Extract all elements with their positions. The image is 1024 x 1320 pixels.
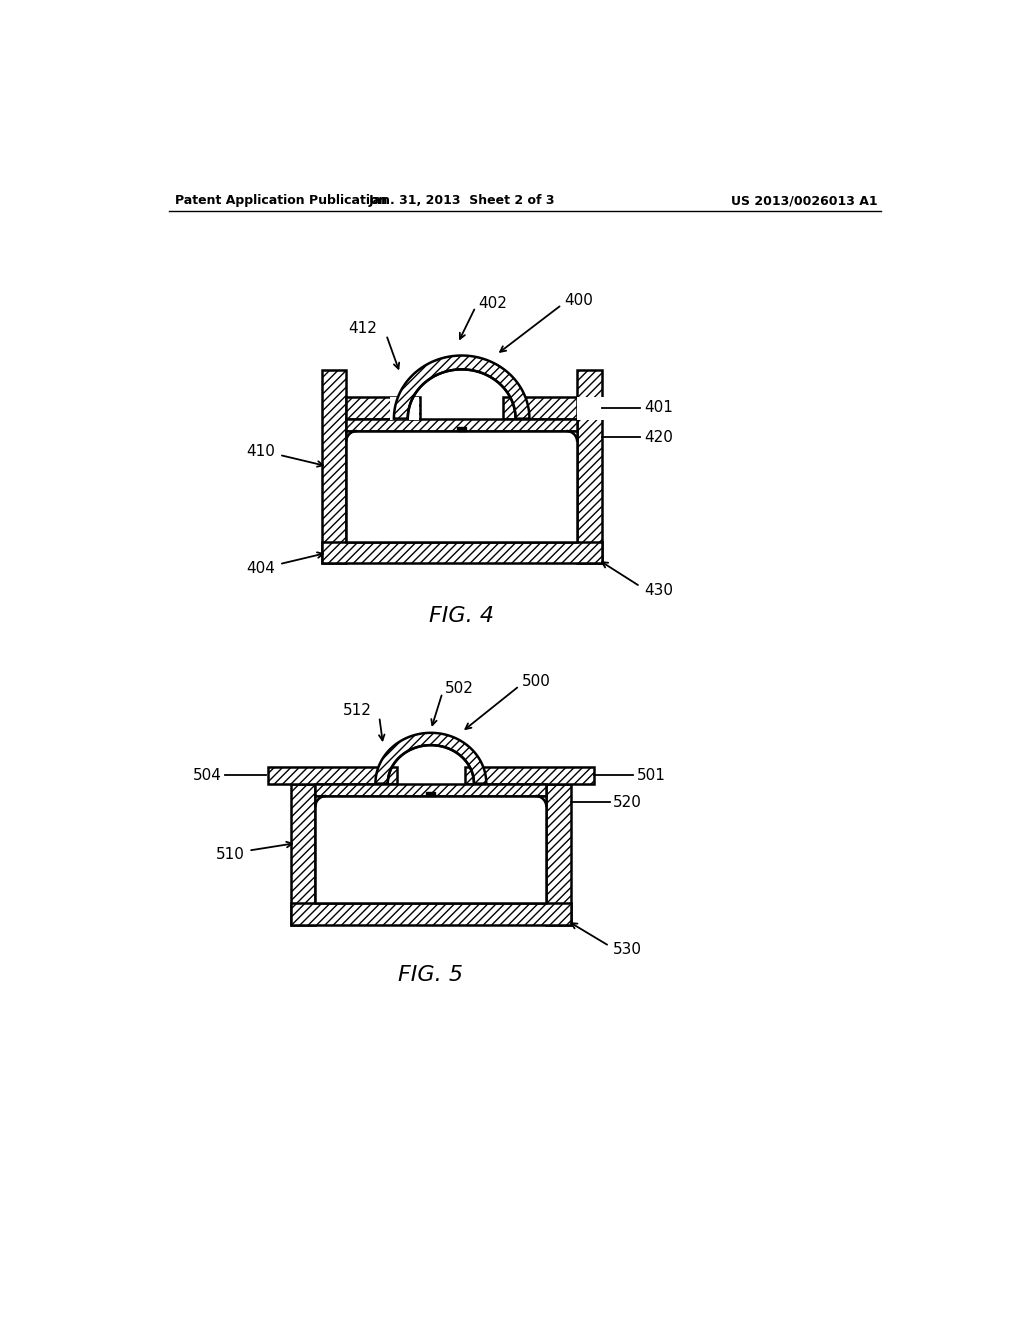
Text: Patent Application Publication: Patent Application Publication: [175, 194, 388, 207]
Bar: [346, 430, 578, 541]
Bar: [267, 767, 397, 784]
Bar: [322, 370, 346, 564]
Bar: [322, 543, 602, 564]
Text: 430: 430: [644, 583, 673, 598]
Bar: [426, 792, 435, 796]
Bar: [346, 418, 578, 432]
Bar: [390, 397, 419, 420]
Bar: [578, 370, 602, 564]
Bar: [291, 784, 315, 924]
Text: 510: 510: [216, 847, 245, 862]
Polygon shape: [376, 733, 486, 784]
Text: 402: 402: [478, 296, 508, 310]
Text: 530: 530: [613, 942, 642, 957]
Text: US 2013/0026013 A1: US 2013/0026013 A1: [731, 194, 878, 207]
Text: 400: 400: [564, 293, 593, 309]
Bar: [315, 796, 547, 903]
Text: 520: 520: [613, 795, 642, 809]
Text: 501: 501: [637, 768, 666, 783]
Text: 412: 412: [348, 321, 377, 337]
Text: 500: 500: [521, 675, 551, 689]
Text: 410: 410: [247, 444, 275, 458]
Bar: [465, 767, 594, 784]
Bar: [547, 784, 571, 924]
Bar: [503, 397, 578, 418]
Text: 401: 401: [644, 400, 673, 416]
Text: 512: 512: [343, 704, 372, 718]
Text: 420: 420: [644, 429, 673, 445]
Text: 502: 502: [444, 681, 473, 696]
Bar: [578, 397, 605, 420]
Polygon shape: [394, 355, 529, 418]
Text: FIG. 4: FIG. 4: [429, 606, 495, 626]
Bar: [291, 903, 571, 924]
Text: FIG. 5: FIG. 5: [398, 965, 463, 985]
Text: 504: 504: [193, 768, 221, 783]
Text: 404: 404: [247, 561, 275, 576]
Bar: [315, 784, 547, 796]
Bar: [457, 428, 466, 432]
Text: Jan. 31, 2013  Sheet 2 of 3: Jan. 31, 2013 Sheet 2 of 3: [369, 194, 555, 207]
Bar: [346, 397, 420, 418]
